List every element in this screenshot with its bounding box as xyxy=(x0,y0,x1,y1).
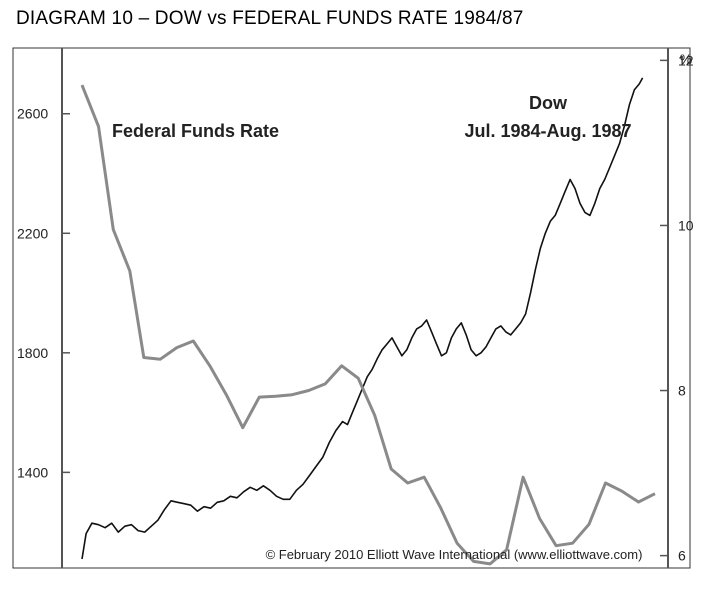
left-tick-label: 1800 xyxy=(17,345,48,361)
plot-frame xyxy=(12,47,691,569)
right-tick-label: 6 xyxy=(678,548,686,564)
dow-annotation-line1: Dow xyxy=(529,93,568,113)
right-axis-ticks: 6 8 10 12 xyxy=(660,52,694,564)
left-axis-ticks: 1400 1800 2200 2600 xyxy=(17,106,70,480)
right-tick-label: 10 xyxy=(678,217,694,233)
right-axis-unit: % xyxy=(680,51,692,67)
right-tick-label: 8 xyxy=(678,383,686,399)
left-tick-label: 2200 xyxy=(17,225,48,241)
left-tick-label: 1400 xyxy=(17,464,48,480)
ffr-annotation: Federal Funds Rate xyxy=(112,121,279,141)
copyright-credit: © February 2010 Elliott Wave Internation… xyxy=(266,547,643,562)
right-tick-label: 12 xyxy=(678,52,694,68)
series-lines xyxy=(80,77,656,566)
left-tick-label: 2600 xyxy=(17,106,48,122)
dow-annotation-line2: Jul. 1984-Aug. 1987 xyxy=(464,121,631,141)
ffr-series-line xyxy=(80,84,656,566)
dow-series-line xyxy=(81,77,644,560)
chart-title: DIAGRAM 10 – DOW vs FEDERAL FUNDS RATE 1… xyxy=(16,8,524,29)
